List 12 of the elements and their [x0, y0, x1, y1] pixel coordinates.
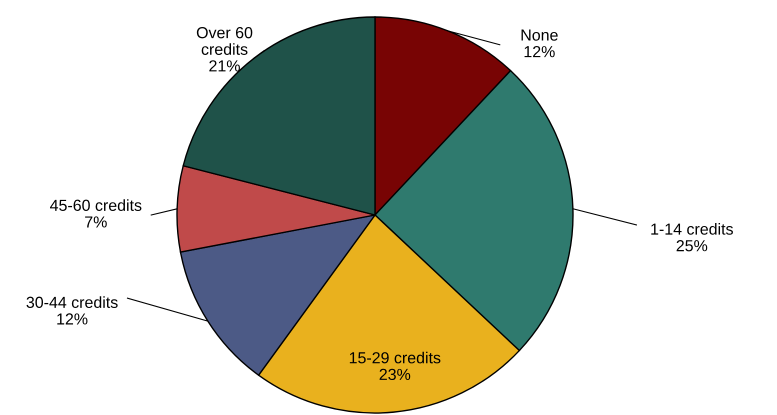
slice-label: 45-60 credits: [50, 199, 142, 211]
data-label: 12%: [524, 46, 555, 58]
data-label: 7%: [85, 216, 107, 228]
data-label: 12%: [57, 313, 88, 325]
slice-label: 15-29 credits: [350, 352, 440, 364]
slice-label: 1-14 credits: [651, 223, 733, 235]
data-label: 23%: [380, 368, 410, 380]
slice-label: Over 60 credits: [196, 27, 252, 55]
data-label: 25%: [676, 240, 708, 252]
slice-label: 30-44 credits: [26, 296, 118, 308]
legend-label: None: [522, 30, 558, 41]
data-label: 21%: [209, 60, 240, 72]
